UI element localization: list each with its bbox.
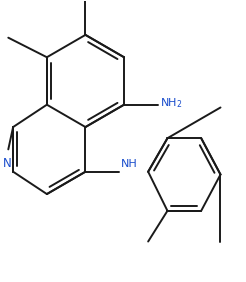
Text: NH$_2$: NH$_2$ (160, 96, 183, 110)
Text: N: N (3, 157, 12, 170)
Text: NH: NH (121, 159, 137, 169)
